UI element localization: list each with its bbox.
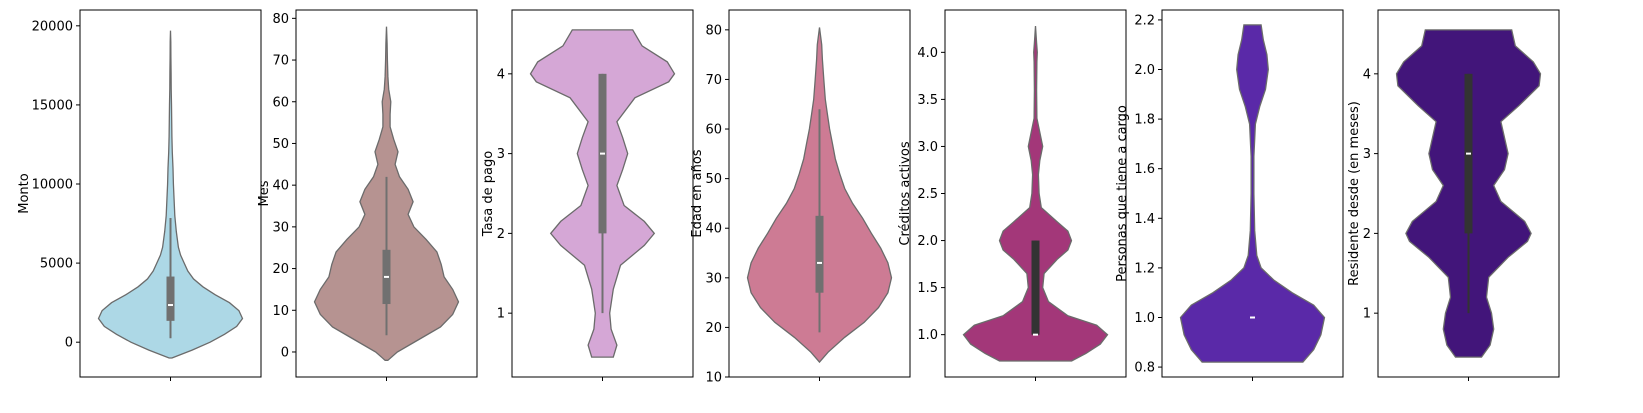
- y-tick-label: 1.0: [1134, 311, 1155, 326]
- y-tick-label: 3: [1363, 147, 1371, 162]
- y-tick-label: 0: [281, 345, 289, 360]
- violin-panel-1: 0 5000 10000 15000 20000 Monto: [17, 9, 262, 381]
- y-tick-label: 60: [705, 123, 722, 138]
- y-tick-label: 70: [272, 54, 289, 69]
- violin-panel-2: 0 10 20 30 40 50 60 70 80 Mes: [257, 9, 478, 381]
- y-tick-label: 2.0: [917, 234, 938, 249]
- y-tick-label: 40: [705, 222, 722, 237]
- y-axis-label: Mes: [257, 180, 272, 206]
- y-tick-label: 80: [705, 23, 722, 38]
- y-axis-label: Créditos activos: [898, 141, 913, 245]
- y-tick-label: 60: [272, 95, 289, 110]
- y-tick-label: 80: [272, 12, 289, 27]
- y-axis-label: Monto: [17, 173, 32, 214]
- violin-panel-4: 10 20 30 40 50 60 70 80 Edad en años: [690, 9, 911, 386]
- y-tick-label: 15000: [32, 98, 73, 113]
- violin-body: [962, 25, 1109, 362]
- y-tick-label: 3.0: [917, 140, 938, 155]
- y-tick-label: 1: [497, 307, 505, 322]
- y-tick-label: 4: [1363, 67, 1371, 82]
- y-tick-label: 2: [1363, 227, 1371, 242]
- y-tick-label: 20000: [32, 19, 73, 34]
- y-tick-label: 4: [497, 67, 505, 82]
- y-tick-label: 10000: [32, 178, 73, 193]
- y-tick-label: 0.8: [1134, 361, 1155, 376]
- y-tick-label: 2: [497, 227, 505, 242]
- y-tick-label: 30: [272, 220, 289, 235]
- y-tick-label: 1.6: [1134, 162, 1155, 177]
- y-tick-label: 1: [1363, 307, 1371, 322]
- violin-panel-6: 0.8 1.0 1.2 1.4 1.6 1.8 2.0 2.2 Personas que tie…: [1115, 9, 1344, 381]
- violin-body: [1179, 24, 1326, 363]
- y-tick-label: 1.4: [1134, 212, 1155, 227]
- y-tick-label: 0: [65, 336, 73, 351]
- y-tick-label: 30: [705, 271, 722, 286]
- y-tick-label: 50: [705, 172, 722, 187]
- y-tick-label: 10: [705, 371, 722, 386]
- violin-iqr-box: [166, 276, 175, 321]
- violin-body: [97, 30, 244, 359]
- y-tick-label: 2.2: [1134, 13, 1155, 28]
- violin-iqr-box: [1031, 240, 1040, 335]
- violin-panel-3: 1 2 3 4 Tasa de pago: [481, 9, 694, 381]
- y-tick-label: 50: [272, 137, 289, 152]
- y-tick-label: 10: [272, 304, 289, 319]
- violin-iqr-box: [815, 215, 824, 293]
- y-tick-label: 1.8: [1134, 113, 1155, 128]
- y-tick-label: 3.5: [917, 93, 938, 108]
- y-axis-label: Residente desde (en meses): [1347, 101, 1362, 286]
- y-tick-label: 70: [705, 73, 722, 88]
- y-tick-label: 20: [705, 321, 722, 336]
- y-tick-label: 5000: [40, 257, 73, 272]
- violin-panel-5: 1.0 1.5 2.0 2.5 3.0 3.5 4.0 Créditos activos: [898, 9, 1127, 381]
- y-tick-label: 4.0: [917, 46, 938, 61]
- y-tick-label: 1.0: [917, 328, 938, 343]
- y-axis-label: Personas que tiene a cargo: [1115, 105, 1130, 282]
- y-tick-label: 20: [272, 262, 289, 277]
- y-tick-label: 2.0: [1134, 63, 1155, 78]
- y-axis-label: Edad en años: [690, 149, 705, 237]
- y-tick-label: 1.5: [917, 281, 938, 296]
- violin-panel-7: 1 2 3 4 Residente desde (en meses): [1347, 9, 1560, 381]
- y-tick-label: 40: [272, 179, 289, 194]
- y-axis-label: Tasa de pago: [481, 151, 496, 237]
- y-tick-label: 1.2: [1134, 261, 1155, 276]
- y-tick-label: 3: [497, 147, 505, 162]
- y-tick-label: 2.5: [917, 187, 938, 202]
